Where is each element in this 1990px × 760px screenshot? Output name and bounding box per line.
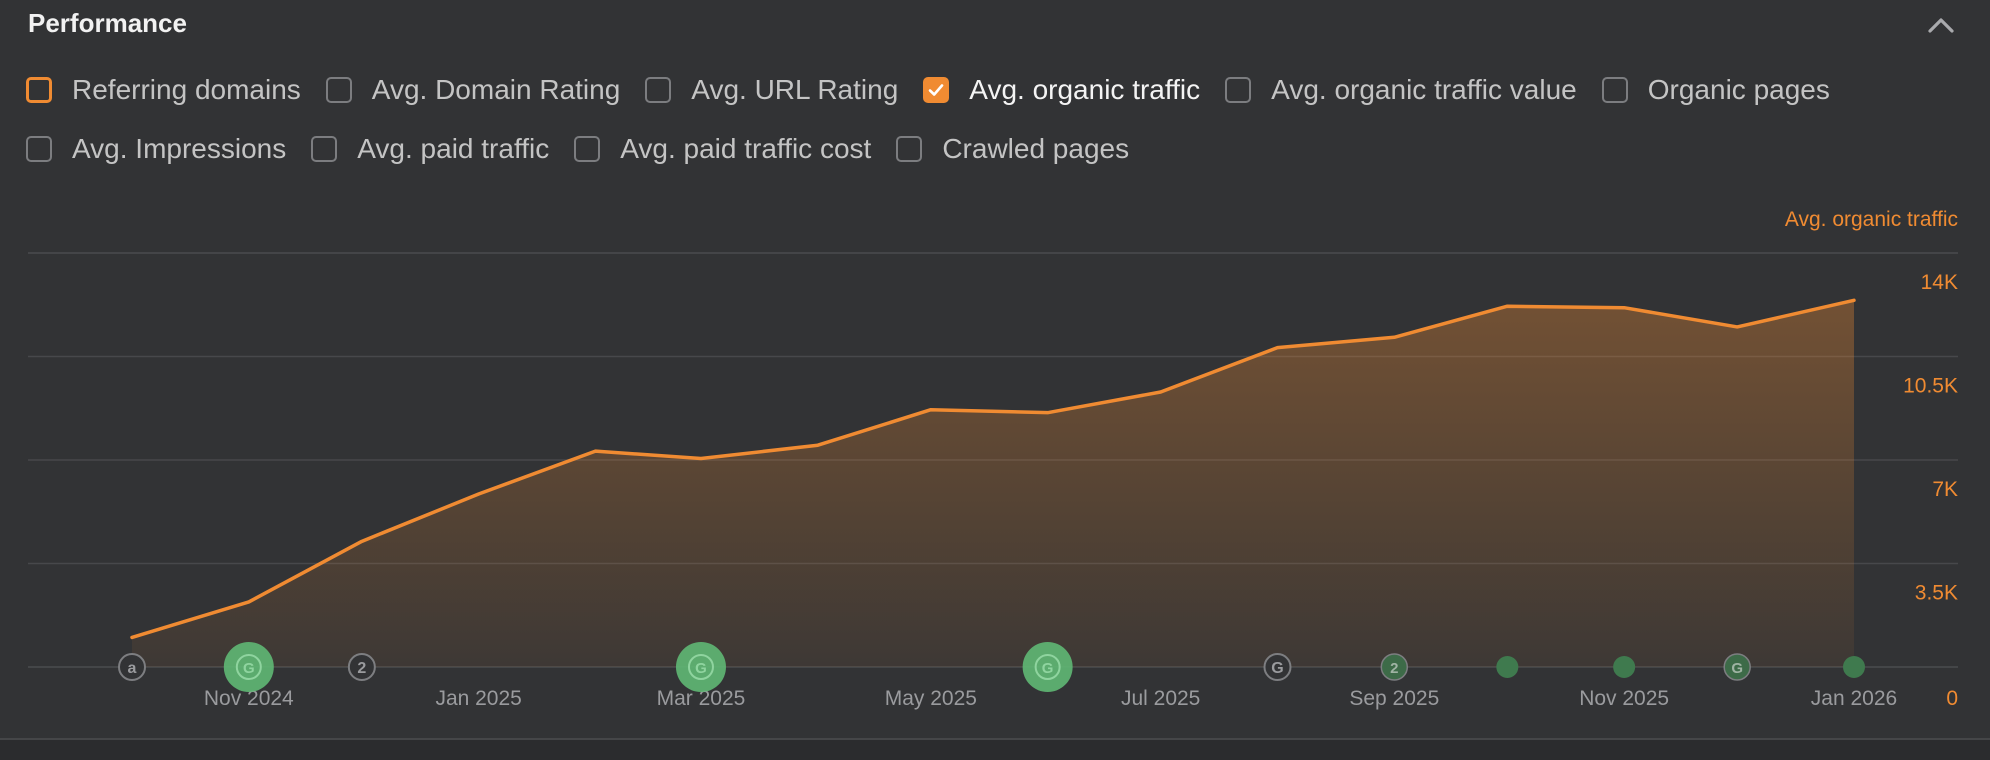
metric-options-row-2: Avg. Impressions Avg. paid traffic Avg. pa… bbox=[26, 133, 1154, 165]
checkbox[interactable] bbox=[26, 77, 52, 103]
metric-option-avg-organic-traffic[interactable]: Avg. organic traffic bbox=[923, 74, 1200, 106]
metric-option-label: Organic pages bbox=[1647, 74, 1830, 105]
marker-glyph: a bbox=[128, 660, 137, 677]
metric-option-avg-paid-traffic-cost[interactable]: Avg. paid traffic cost bbox=[574, 133, 871, 165]
metric-option-label: Referring domains bbox=[72, 74, 301, 105]
marker-circle bbox=[1723, 653, 1751, 681]
x-tick-label: Nov 2024 bbox=[204, 687, 294, 710]
metric-option-referring-domains[interactable]: Referring domains bbox=[26, 74, 301, 106]
google-update-marker[interactable]: G bbox=[1022, 642, 1073, 692]
y-tick-label: 10.5K bbox=[1903, 375, 1958, 398]
google-update-marker[interactable]: G bbox=[675, 642, 726, 692]
marker-glyph: G bbox=[243, 660, 255, 677]
metric-option-label: Avg. Domain Rating bbox=[371, 74, 621, 105]
marker-circle bbox=[1022, 642, 1073, 692]
metric-option-label: Avg. URL Rating bbox=[691, 74, 899, 105]
panel-title: Performance bbox=[28, 8, 187, 38]
marker-glyph: G bbox=[695, 660, 707, 677]
traffic-chart[interactable]: Nov 2024 Jan 2025 Mar 2025 May 2025 Jul 2025… bbox=[0, 195, 1990, 735]
metric-option-label: Avg. organic traffic bbox=[969, 74, 1201, 105]
checkbox[interactable] bbox=[574, 136, 601, 162]
below-panel-area bbox=[0, 740, 1990, 760]
x-tick-label: Sep 2025 bbox=[1349, 687, 1439, 710]
marker-circle bbox=[347, 653, 376, 681]
x-tick-label: Jan 2025 bbox=[435, 687, 521, 710]
marker-glyph: G bbox=[1271, 660, 1283, 677]
panel-divider bbox=[0, 738, 1990, 740]
marker-circle bbox=[675, 642, 726, 692]
x-tick-label: Jan 2026 bbox=[1811, 687, 1897, 710]
marker-glyph: 2 bbox=[1390, 660, 1398, 677]
checkbox[interactable] bbox=[923, 77, 950, 103]
marker-circle bbox=[1843, 656, 1865, 678]
google-icon bbox=[1034, 654, 1061, 680]
x-tick-label: May 2025 bbox=[885, 687, 977, 710]
metric-option-label: Avg. Impressions bbox=[72, 133, 287, 164]
series-area bbox=[132, 300, 1854, 667]
marker-circle bbox=[223, 642, 274, 692]
chevron-up-icon bbox=[1928, 18, 1954, 33]
event-dot-marker[interactable] bbox=[1843, 656, 1865, 678]
metric-option-label: Avg. paid traffic bbox=[357, 133, 550, 164]
checkmark-icon bbox=[928, 84, 944, 96]
google-icon bbox=[235, 654, 262, 680]
x-tick-label: Jul 2025 bbox=[1121, 687, 1200, 710]
checkbox[interactable] bbox=[1225, 77, 1252, 103]
metric-option-label: Avg. organic traffic value bbox=[1271, 74, 1577, 105]
y-axis-title: Avg. organic traffic bbox=[1784, 208, 1958, 231]
marker-glyph: G bbox=[1042, 660, 1054, 677]
ahrefs-update-marker[interactable]: a bbox=[118, 653, 146, 681]
google-update-marker[interactable]: G bbox=[1723, 653, 1751, 681]
checkbox[interactable] bbox=[311, 136, 338, 162]
y-tick-label: 3.5K bbox=[1915, 582, 1958, 605]
event-dot-marker[interactable] bbox=[1613, 656, 1636, 678]
collapse-panel-button[interactable] bbox=[1924, 12, 1958, 38]
metric-option-crawled-pages[interactable]: Crawled pages bbox=[896, 133, 1129, 165]
marker-glyph: G bbox=[1731, 660, 1743, 677]
metric-option-organic-pages[interactable]: Organic pages bbox=[1601, 74, 1830, 106]
metric-option-avg-organic-traffic-value[interactable]: Avg. organic traffic value bbox=[1225, 74, 1577, 106]
metric-option-avg-impressions[interactable]: Avg. Impressions bbox=[26, 133, 286, 165]
marker-circle bbox=[1496, 656, 1519, 678]
multi-event-marker[interactable]: 2 bbox=[347, 653, 376, 681]
marker-circle bbox=[118, 653, 146, 681]
marker-circle bbox=[1380, 653, 1409, 681]
y-tick-label: 14K bbox=[1921, 271, 1958, 294]
y-tick-label: 7K bbox=[1932, 478, 1958, 501]
metric-option-avg-paid-traffic[interactable]: Avg. paid traffic bbox=[311, 133, 549, 165]
checkbox[interactable] bbox=[1601, 77, 1628, 103]
metric-option-avg-url-rating[interactable]: Avg. URL Rating bbox=[645, 74, 898, 106]
event-dot-marker[interactable] bbox=[1496, 656, 1519, 678]
google-update-marker[interactable]: G bbox=[1263, 653, 1292, 681]
metric-option-label: Avg. paid traffic cost bbox=[620, 133, 872, 164]
y-tick-label: 0 bbox=[1946, 687, 1958, 710]
x-tick-label: Nov 2025 bbox=[1579, 687, 1669, 710]
marker-glyph: 2 bbox=[357, 660, 366, 677]
metric-options-row-1: Referring domains Avg. Domain Rating Avg. … bbox=[26, 74, 1855, 106]
x-tick-label: Mar 2025 bbox=[657, 687, 746, 710]
metric-option-label: Crawled pages bbox=[942, 133, 1130, 164]
checkbox[interactable] bbox=[645, 77, 672, 103]
marker-circle bbox=[1613, 656, 1636, 678]
metric-option-avg-domain-rating[interactable]: Avg. Domain Rating bbox=[325, 74, 621, 106]
google-update-marker[interactable]: G bbox=[223, 642, 274, 692]
google-icon bbox=[687, 654, 714, 680]
checkbox[interactable] bbox=[26, 136, 52, 162]
marker-circle bbox=[1263, 653, 1292, 681]
checkbox[interactable] bbox=[896, 136, 923, 162]
series-line bbox=[130, 298, 1856, 640]
multi-event-marker[interactable]: 2 bbox=[1380, 653, 1409, 681]
checkbox[interactable] bbox=[325, 77, 352, 103]
